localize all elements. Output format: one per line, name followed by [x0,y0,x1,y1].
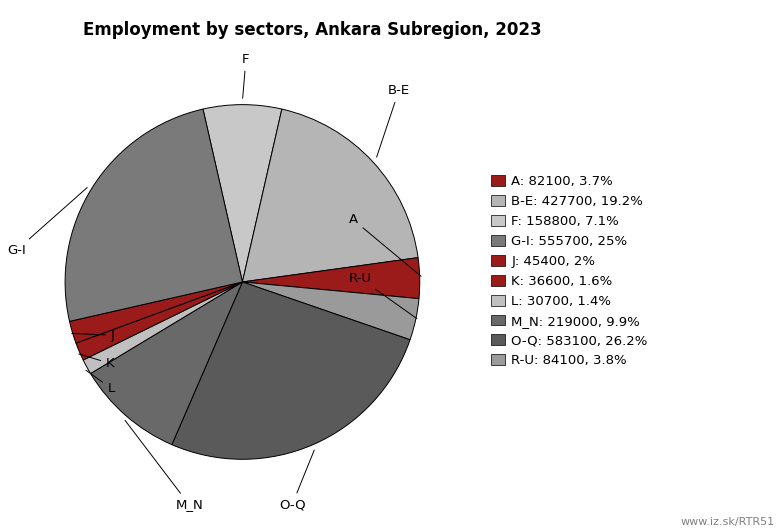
Legend: A: 82100, 3.7%, B-E: 427700, 19.2%, F: 158800, 7.1%, G-I: 555700, 25%, J: 45400,: A: 82100, 3.7%, B-E: 427700, 19.2%, F: 1… [491,176,647,367]
Wedge shape [242,109,418,282]
Wedge shape [91,282,242,445]
Wedge shape [83,282,242,373]
Text: www.iz.sk/RTR51: www.iz.sk/RTR51 [680,517,774,527]
Text: O-Q: O-Q [278,450,314,511]
Wedge shape [65,109,242,321]
Text: F: F [242,53,249,98]
Text: G-I: G-I [7,188,88,256]
Text: K: K [79,354,115,370]
Text: J: J [72,329,115,342]
Wedge shape [242,282,419,340]
Text: A: A [349,213,421,276]
Text: Employment by sectors, Ankara Subregion, 2023: Employment by sectors, Ankara Subregion,… [84,21,542,39]
Wedge shape [242,257,420,298]
Text: L: L [86,370,115,395]
Wedge shape [76,282,242,360]
Wedge shape [70,282,242,343]
Text: M_N: M_N [125,420,203,511]
Text: B-E: B-E [377,84,410,157]
Wedge shape [172,282,410,459]
Wedge shape [203,105,282,282]
Text: R-U: R-U [349,272,417,319]
